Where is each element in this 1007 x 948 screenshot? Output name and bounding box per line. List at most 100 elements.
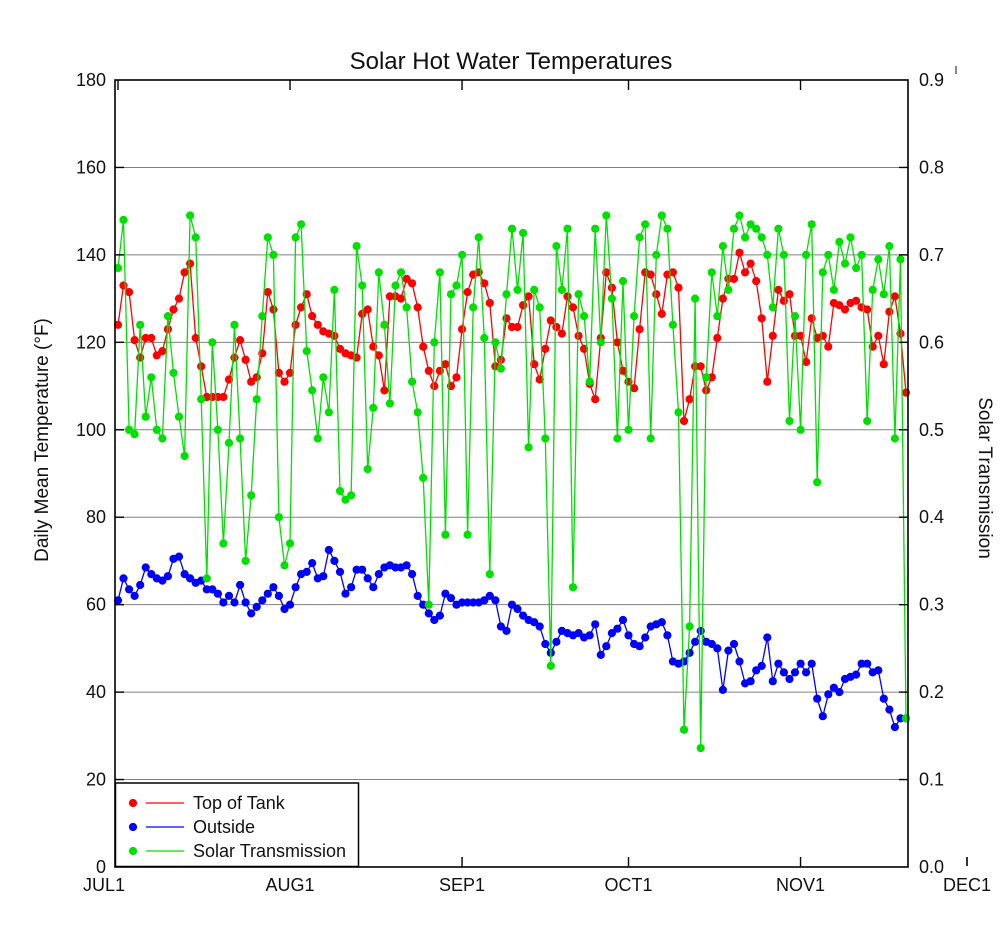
data-point [785, 416, 794, 426]
data-point [374, 268, 383, 277]
data-point [835, 688, 844, 697]
data-point [236, 580, 245, 590]
data-point [729, 274, 739, 283]
data-point [408, 377, 417, 386]
data-point [219, 539, 228, 548]
legend-marker [128, 798, 138, 808]
data-point [818, 712, 827, 721]
data-point [668, 320, 678, 329]
left-tick-label: 20 [86, 770, 106, 790]
data-point [718, 294, 728, 303]
data-point [557, 285, 567, 294]
data-point [591, 224, 600, 233]
data-point [885, 307, 894, 316]
data-point [602, 642, 611, 651]
left-tick-label: 80 [86, 507, 106, 527]
data-point [646, 434, 655, 443]
data-point [713, 333, 722, 343]
data-point [169, 368, 178, 377]
data-point [308, 312, 317, 321]
left-tick-label: 120 [76, 332, 106, 352]
data-point [463, 288, 472, 297]
data-point [280, 377, 289, 386]
data-point [702, 373, 711, 382]
data-point [358, 309, 367, 318]
data-point [668, 268, 678, 277]
series-outside [113, 545, 911, 732]
data-point [269, 250, 278, 259]
data-point [496, 622, 505, 631]
data-point [613, 434, 622, 443]
data-point [768, 303, 777, 312]
data-point [890, 292, 900, 301]
data-point [729, 224, 739, 233]
data-point [507, 600, 517, 609]
data-point [263, 233, 272, 242]
data-point [435, 611, 444, 620]
data-point [563, 292, 572, 301]
data-point [802, 357, 811, 367]
data-point [474, 233, 483, 242]
data-point [180, 451, 189, 461]
data-point [424, 600, 433, 609]
data-point [657, 211, 666, 220]
data-point [480, 279, 489, 288]
data-point [840, 305, 850, 314]
data-point [763, 633, 772, 642]
data-point [208, 585, 217, 594]
data-point [718, 685, 728, 695]
data-point [563, 224, 572, 233]
data-point [574, 331, 583, 340]
data-point [646, 270, 655, 279]
data-point [424, 609, 433, 618]
data-point [163, 312, 172, 321]
data-point [136, 353, 145, 362]
data-point [369, 583, 378, 592]
x-tick-label: JUL1 [83, 875, 125, 895]
data-point [347, 583, 356, 592]
data-point [885, 242, 894, 251]
data-point [868, 285, 877, 294]
data-point [141, 563, 150, 572]
data-point [458, 250, 467, 259]
data-point [313, 320, 322, 329]
data-point [413, 408, 422, 417]
data-point [585, 377, 594, 386]
x-tick-label: SEP1 [439, 875, 485, 895]
data-point [802, 250, 811, 259]
data-point [319, 572, 328, 581]
data-point [419, 473, 428, 482]
data-point [413, 303, 422, 312]
data-point [879, 360, 888, 369]
right-tick-label: 0.4 [919, 507, 944, 527]
data-point [291, 233, 300, 242]
data-point [824, 342, 833, 351]
data-point [147, 333, 156, 343]
data-point [236, 336, 245, 345]
data-point [707, 268, 716, 277]
data-point [724, 285, 733, 294]
data-point [691, 637, 700, 646]
data-point [435, 268, 444, 277]
data-point [785, 290, 794, 299]
data-point [852, 670, 861, 679]
data-point [452, 373, 461, 382]
data-point [152, 351, 161, 360]
data-point [191, 233, 200, 242]
data-point [446, 290, 456, 299]
data-point [413, 591, 422, 601]
data-point [618, 277, 628, 286]
data-point [824, 690, 833, 699]
data-point [130, 430, 139, 439]
data-point [735, 211, 744, 220]
data-point [779, 668, 789, 677]
data-point [496, 364, 505, 373]
data-point [302, 567, 311, 577]
data-point [513, 322, 522, 332]
data-point [890, 434, 900, 443]
data-point [657, 618, 666, 627]
data-point [119, 574, 128, 583]
data-point [491, 338, 500, 347]
data-point [790, 668, 800, 677]
data-point [746, 220, 755, 229]
